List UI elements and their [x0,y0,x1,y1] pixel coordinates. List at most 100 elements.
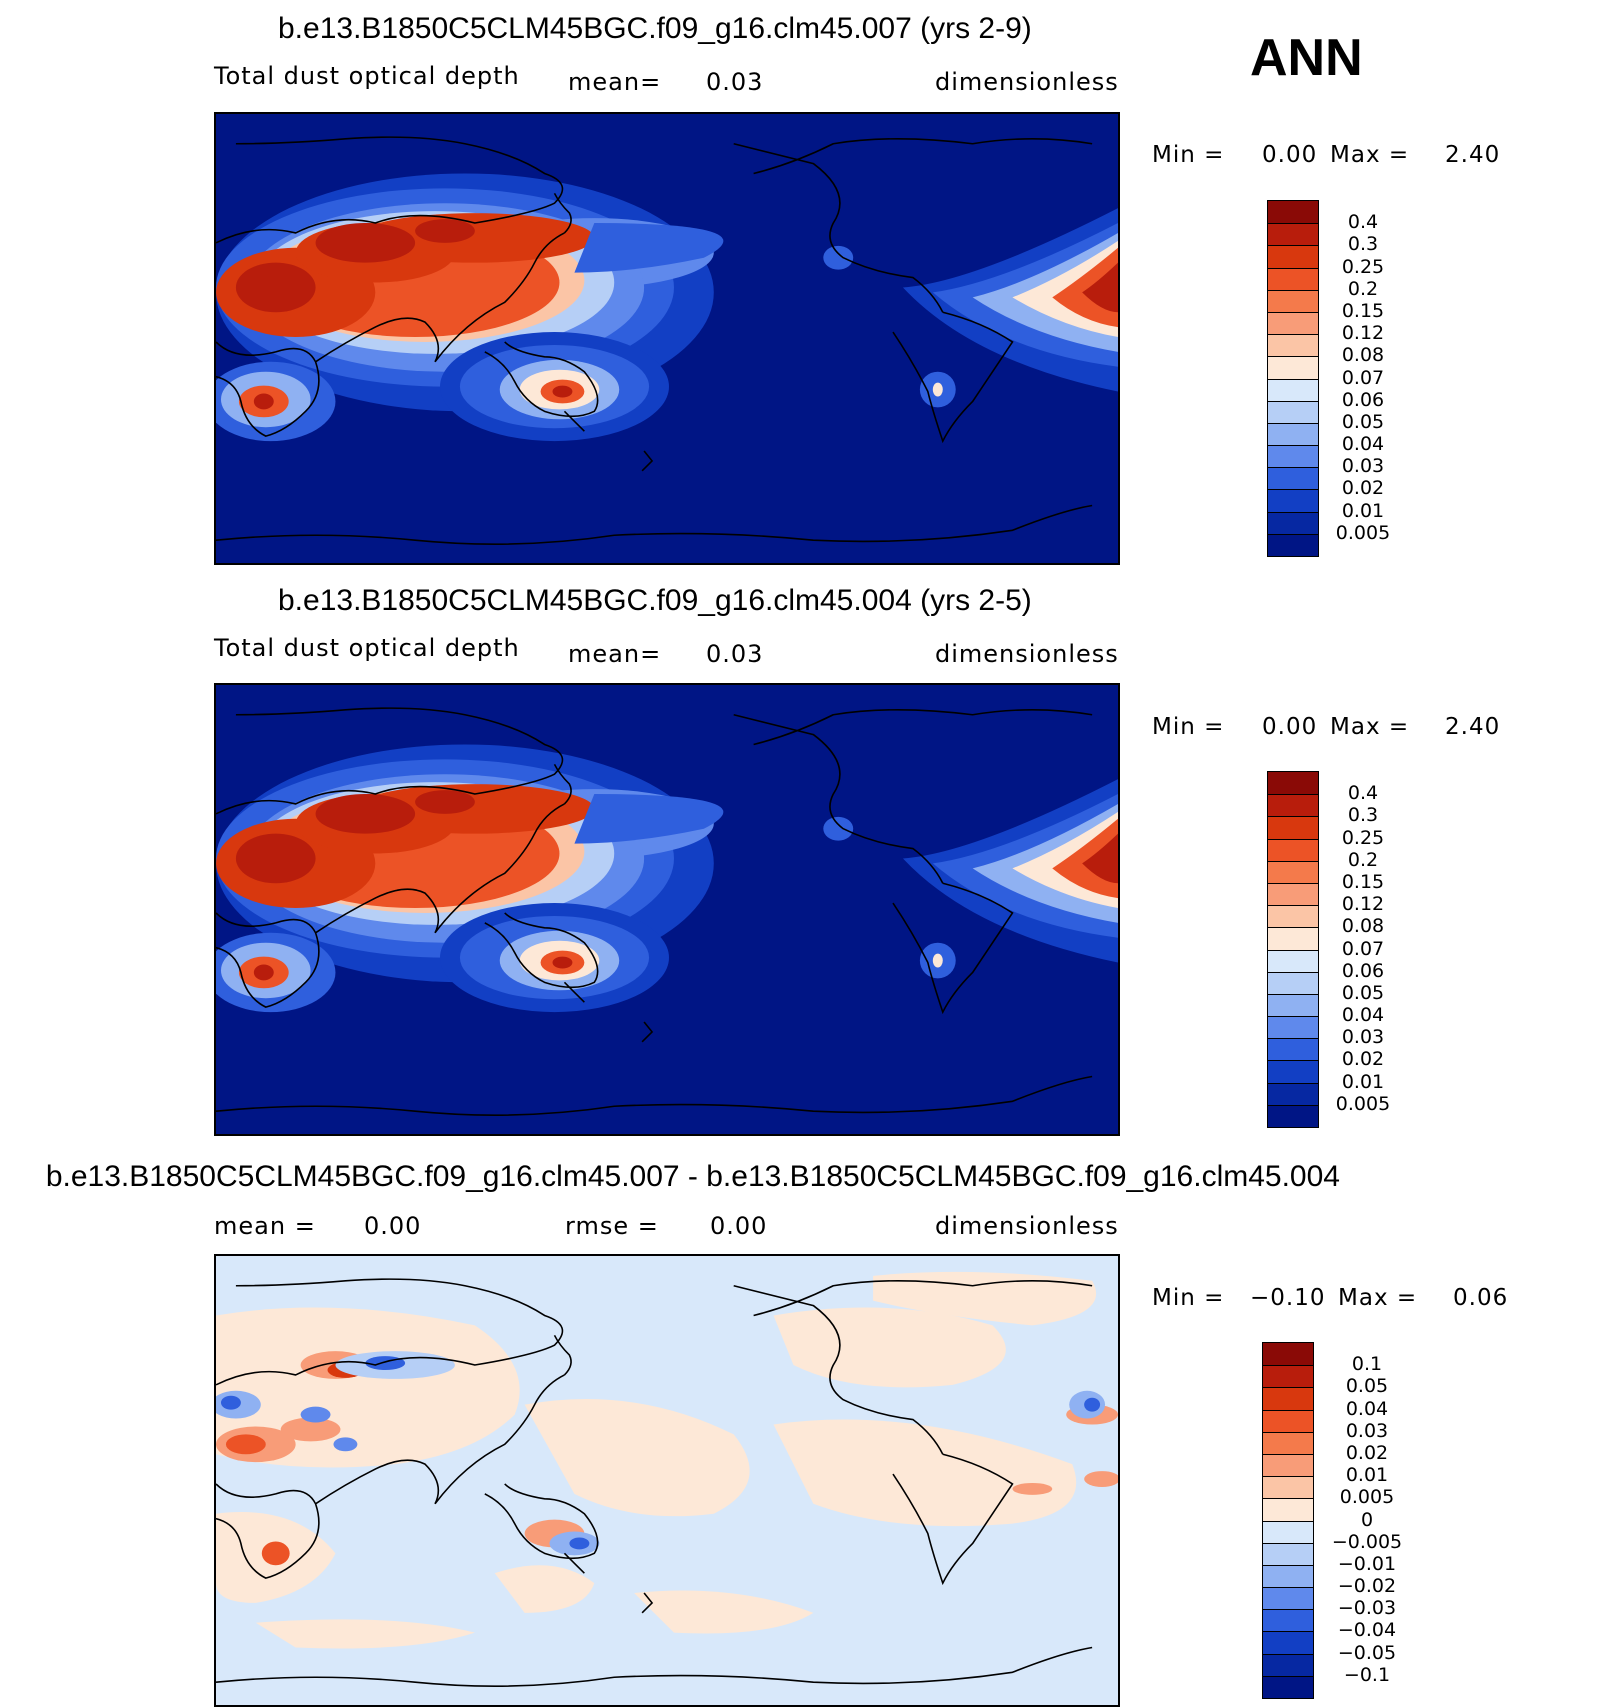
panel-3-map [214,1254,1120,1707]
colorbar-tick-label: 0.4 [1347,211,1379,234]
panel-1-max-label: Max = [1330,142,1410,168]
colorbar-tick-label: −0.1 [1343,1663,1391,1686]
colorbar-swatch [1263,1476,1313,1499]
colorbar-tick-label: −0.01 [1337,1552,1397,1575]
colorbar-tick-label: 0.01 [1345,1464,1389,1487]
panel-1-colorbar [1267,200,1319,557]
colorbar-tick-label: 0.15 [1341,299,1385,322]
colorbar-tick-label: 0.2 [1347,848,1379,871]
colorbar-swatch [1263,1542,1313,1565]
colorbar-swatch [1268,860,1318,883]
colorbar-swatch [1268,949,1318,972]
panel-2-min-value: 0.00 [1262,714,1318,740]
colorbar-swatch [1268,772,1318,795]
colorbar-swatch [1268,816,1318,839]
panel-2-colorbar [1267,771,1319,1128]
colorbar-swatch [1263,1587,1313,1610]
colorbar-swatch [1268,223,1318,246]
colorbar-swatch [1263,1431,1313,1454]
colorbar-swatch [1268,201,1318,224]
panel-2-mean-value: 0.03 [706,640,764,668]
panel-3-max-value: 0.06 [1453,1285,1509,1311]
colorbar-tick-label: 0.05 [1341,410,1385,433]
panel-1-mean-value: 0.03 [706,68,764,96]
colorbar-tick-label: 0.15 [1341,870,1385,893]
coastlines [216,1278,1093,1687]
panel-2-max-label: Max = [1330,714,1410,740]
dust-southern-africa [216,932,336,1013]
colorbar-swatch [1268,400,1318,423]
colorbar-tick-label: 0.12 [1341,322,1385,345]
colorbar-tick-label: −0.005 [1331,1530,1403,1553]
coastlines [216,707,1093,1116]
colorbar-swatch [1268,882,1318,906]
colorbar-tick-label: −0.03 [1337,1597,1397,1620]
colorbar-swatch [1263,1343,1313,1366]
colorbar-tick-label: 0.005 [1339,1486,1395,1509]
colorbar-tick-label: 0.01 [1341,499,1385,522]
colorbar-tick-label: 0.04 [1341,1004,1385,1027]
panel-2-max-value: 2.40 [1445,714,1501,740]
panel-3-colorbar [1262,1342,1314,1699]
dust-atlantic-plume [902,208,1118,392]
panel-3-title: b.e13.B1850C5CLM45BGC.f09_g16.clm45.007 … [45,1160,1340,1193]
colorbar-swatch [1268,422,1318,446]
panel-2-map [214,683,1120,1136]
colorbar-tick-label: 0.25 [1341,255,1385,278]
panel-3-min-label: Min = [1152,1285,1225,1311]
colorbar-tick-label: 0.01 [1341,1070,1385,1093]
colorbar-tick-label: 0.02 [1345,1441,1389,1464]
colorbar-swatch [1268,311,1318,335]
colorbar-swatch [1268,905,1318,928]
panel-2-mean-label: mean= [568,640,662,668]
colorbar-tick-label: −0.05 [1337,1641,1397,1664]
colorbar-tick-label: −0.02 [1337,1575,1397,1598]
colorbar-swatch [1263,1409,1313,1432]
colorbar-swatch [1263,1365,1313,1388]
dust-atlantic-plume [902,779,1118,963]
colorbar-tick-label: 0.07 [1341,937,1385,960]
panel-1-map [214,112,1120,565]
colorbar-swatch [1268,334,1318,357]
panel-1-map-svg [216,114,1118,563]
colorbar-tick-label: 0.04 [1341,433,1385,456]
colorbar-tick-label: 0.3 [1347,804,1379,827]
panel-1-units: dimensionless [935,68,1119,96]
colorbar-swatch [1268,467,1318,490]
panel-1-min-label: Min = [1152,142,1225,168]
colorbar-swatch [1263,1631,1313,1654]
colorbar-swatch [1268,511,1318,534]
panel-2-map-svg [216,685,1118,1134]
colorbar-tick-label: 0.03 [1341,1026,1385,1049]
panel-3-mean-label: mean = [214,1212,316,1240]
panel-3-rmse-value: 0.00 [710,1212,768,1240]
colorbar-swatch [1268,838,1318,861]
colorbar-swatch [1263,1653,1313,1676]
colorbar-swatch [1263,1387,1313,1410]
colorbar-swatch [1268,1016,1318,1039]
colorbar-swatch [1268,289,1318,312]
colorbar-swatch [1263,1453,1313,1477]
colorbar-tick-label: 0.08 [1341,344,1385,367]
colorbar-tick-label: 0 [1360,1508,1374,1531]
colorbar-tick-label: 0.08 [1341,915,1385,938]
colorbar-swatch [1268,1104,1318,1127]
colorbar-swatch [1268,927,1318,950]
colorbar-tick-label: 0.03 [1341,455,1385,478]
colorbar-tick-label: 0.06 [1341,388,1385,411]
colorbar-swatch [1263,1498,1313,1521]
panel-1-title: b.e13.B1850C5CLM45BGC.f09_g16.clm45.007 … [278,12,1032,45]
panel-2-min-label: Min = [1152,714,1225,740]
season-label: ANN [1250,29,1363,87]
colorbar-tick-label: 0.25 [1341,826,1385,849]
panel-1-variable-label: Total dust optical depth [214,62,520,90]
dust-southern-africa [216,361,336,442]
colorbar-tick-label: 0.2 [1347,277,1379,300]
panel-2-variable-label: Total dust optical depth [214,634,520,662]
colorbar-tick-label: 0.02 [1341,1048,1385,1071]
colorbar-swatch [1268,533,1318,556]
colorbar-tick-label: 0.03 [1345,1419,1389,1442]
colorbar-swatch [1268,267,1318,290]
panel-3-max-label: Max = [1338,1285,1418,1311]
colorbar-swatch [1263,1675,1313,1698]
